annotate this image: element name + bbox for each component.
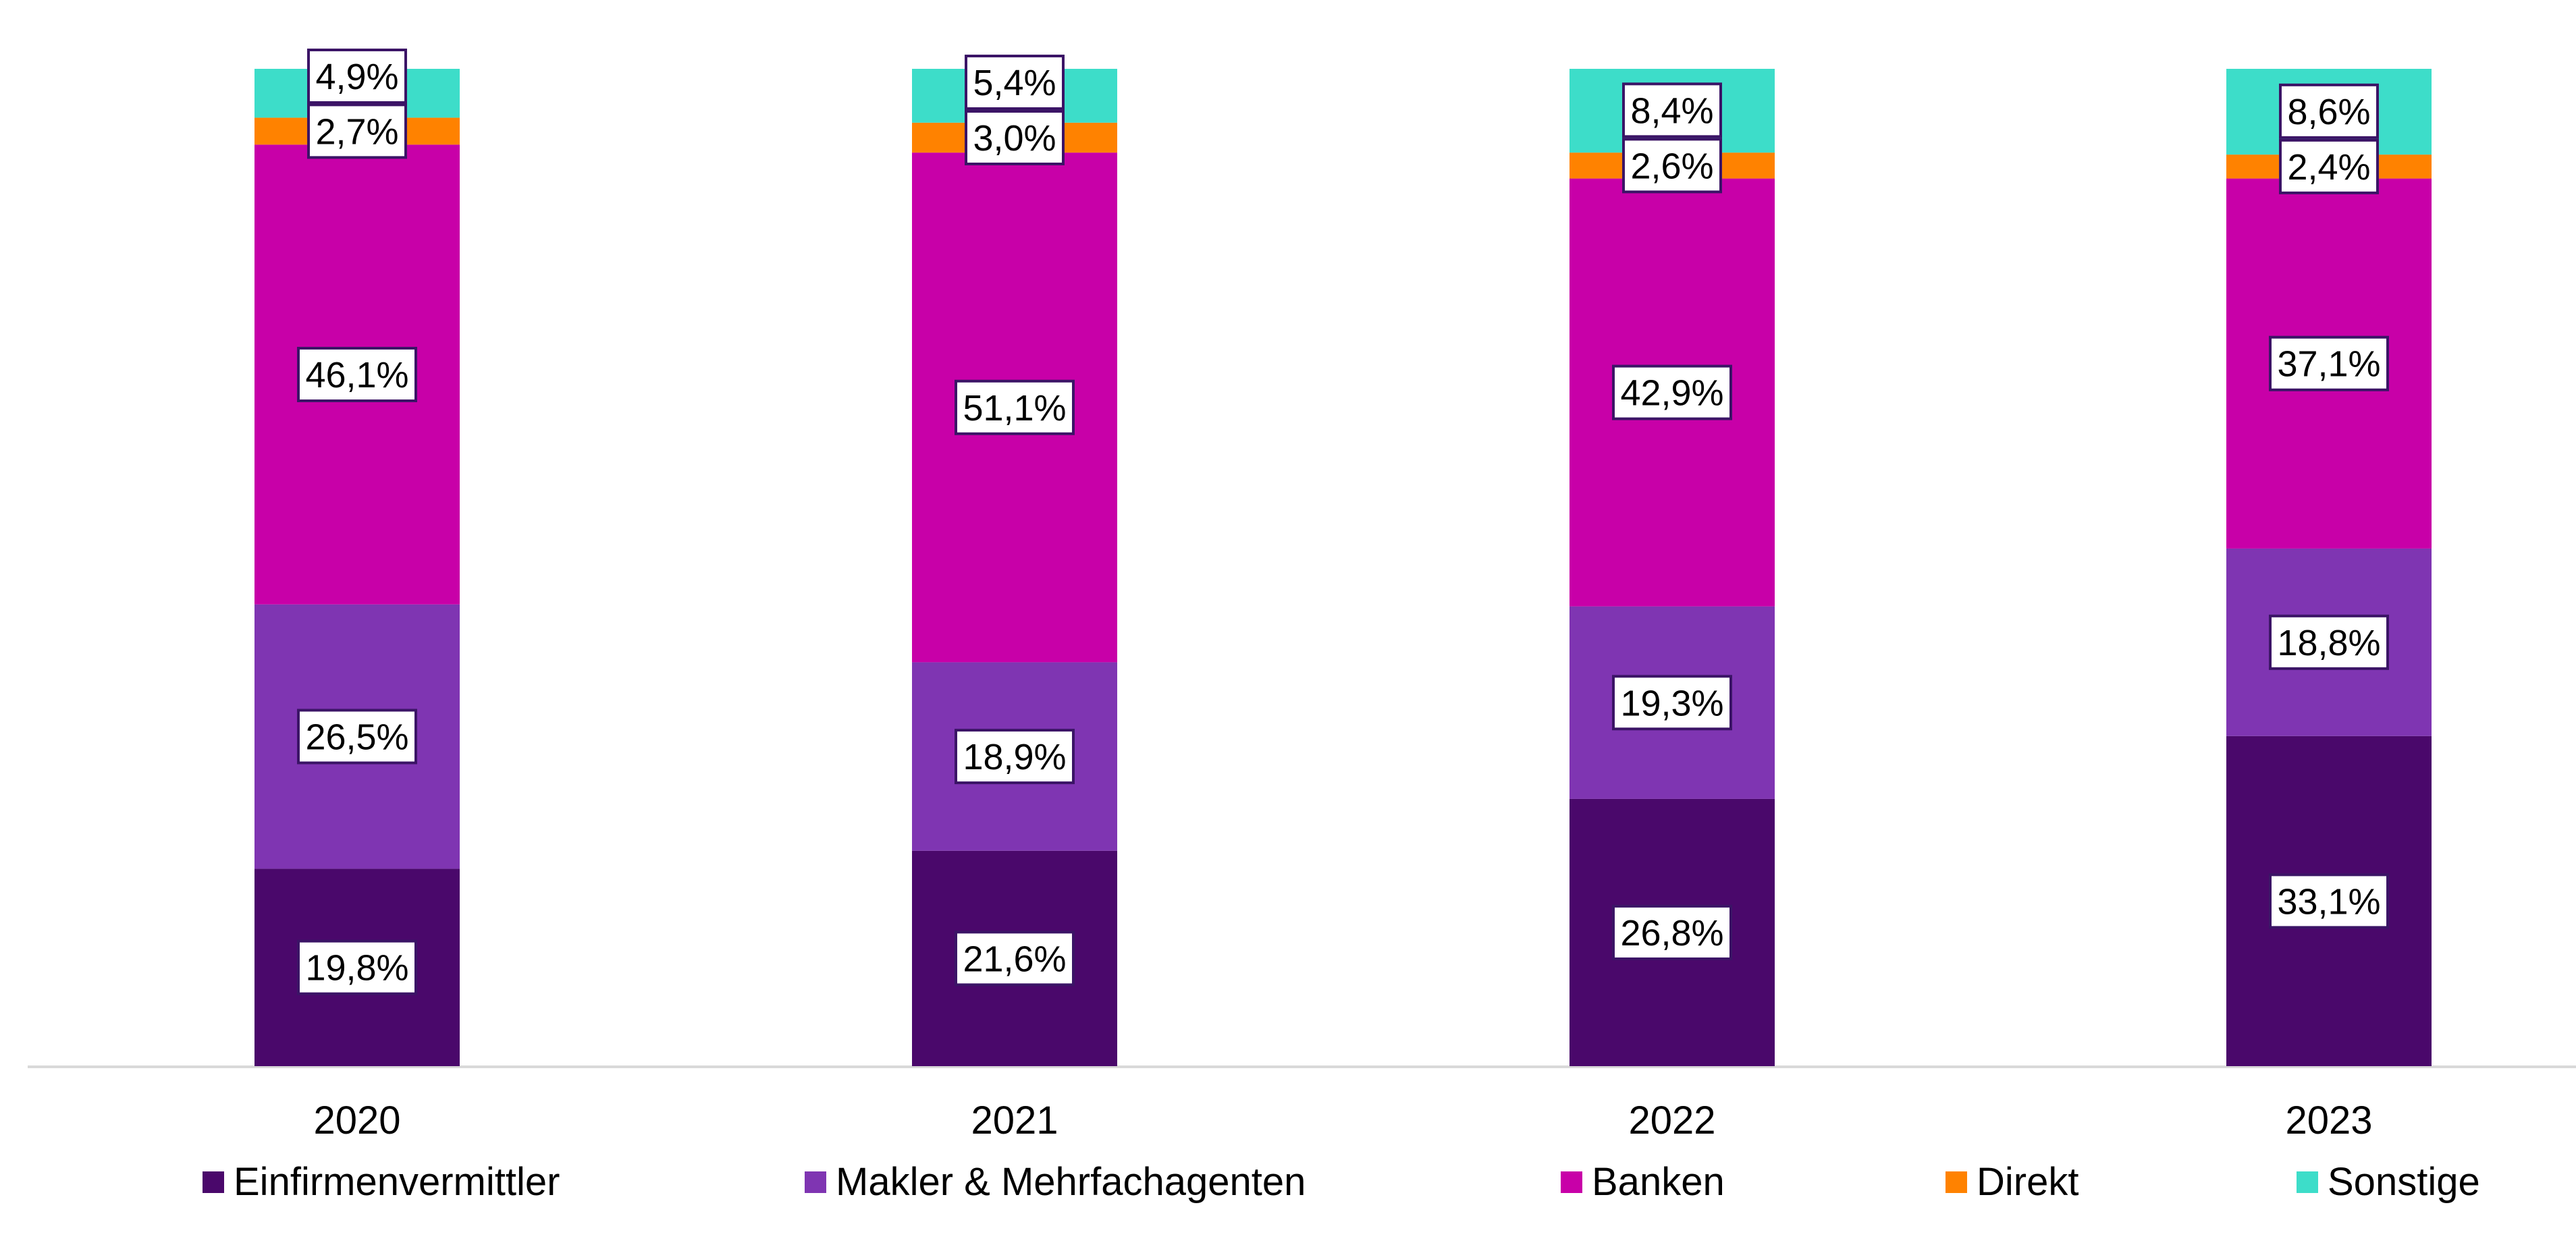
data-label-box bbox=[297, 709, 417, 765]
legend-item-makler-mehrfachagenten: Makler & Mehrfachagenten bbox=[805, 1159, 1306, 1204]
legend-item-sonstige: Sonstige bbox=[2297, 1159, 2480, 1204]
x-tick-label-2021: 2021 bbox=[971, 1099, 1058, 1142]
x-tick-label-2023: 2023 bbox=[2285, 1099, 2372, 1142]
legend-item-banken: Banken bbox=[1561, 1159, 1725, 1204]
x-tick-label-2020: 2020 bbox=[313, 1099, 400, 1142]
data-label-box bbox=[2269, 614, 2389, 670]
data-label-banken-2022: 42,9% bbox=[1620, 373, 1723, 414]
legend-label: Sonstige bbox=[2328, 1160, 2480, 1204]
data-label-box bbox=[2269, 335, 2389, 391]
data-label-box bbox=[297, 939, 417, 995]
data-label-einfirmenvermittler-2021: 21,6% bbox=[963, 939, 1066, 979]
data-label-direkt-2020: 2,7% bbox=[315, 111, 398, 152]
data-label-makler-mehrfachagenten-2021: 18,9% bbox=[963, 737, 1066, 777]
data-label-box bbox=[2269, 873, 2389, 929]
data-label-box bbox=[2279, 83, 2379, 139]
data-label-direkt-2021: 3,0% bbox=[973, 118, 1056, 159]
legend-label: Makler & Mehrfachagenten bbox=[836, 1160, 1306, 1204]
data-label-box bbox=[955, 931, 1075, 987]
data-label-makler-mehrfachagenten-2023: 18,8% bbox=[2277, 623, 2380, 663]
data-label-box bbox=[307, 49, 407, 104]
data-label-box bbox=[1612, 364, 1732, 420]
legend-swatch-icon bbox=[805, 1171, 826, 1193]
data-label-banken-2021: 51,1% bbox=[963, 388, 1066, 428]
stacked-bar-chart: 2020 2021 2022 2023 19,8% 26,5% 46,1% 2,7% 4,9% 2… bbox=[28, 49, 2576, 1142]
legend-label: Einfirmenvermittler bbox=[234, 1160, 560, 1204]
legend-label: Direkt bbox=[1977, 1160, 2079, 1204]
legend: Einfirmenvermittler Makler & Mehrfachagen… bbox=[0, 1159, 2576, 1213]
data-label-box bbox=[965, 109, 1065, 165]
legend-item-einfirmenvermittler: Einfirmenvermittler bbox=[203, 1159, 560, 1204]
data-label-box bbox=[955, 379, 1075, 435]
legend-swatch-icon bbox=[203, 1171, 224, 1193]
data-label-sonstige-2023: 8,6% bbox=[2287, 92, 2370, 132]
data-label-box bbox=[955, 729, 1075, 785]
data-label-makler-mehrfachagenten-2022: 19,3% bbox=[1620, 683, 1723, 723]
data-label-direkt-2023: 2,4% bbox=[2287, 147, 2370, 188]
data-label-direkt-2022: 2,6% bbox=[1630, 146, 1713, 186]
legend-label: Banken bbox=[1592, 1160, 1725, 1204]
data-label-einfirmenvermittler-2022: 26,8% bbox=[1620, 913, 1723, 953]
legend-item-direkt: Direkt bbox=[1946, 1159, 2078, 1204]
data-label-einfirmenvermittler-2023: 33,1% bbox=[2277, 881, 2380, 922]
data-label-banken-2020: 46,1% bbox=[305, 355, 408, 395]
data-label-box bbox=[297, 347, 417, 403]
data-label-box bbox=[2279, 138, 2379, 194]
legend-swatch-icon bbox=[2297, 1171, 2318, 1193]
x-tick-label-2022: 2022 bbox=[1628, 1099, 1715, 1142]
data-label-sonstige-2022: 8,4% bbox=[1630, 90, 1713, 131]
data-label-box bbox=[307, 103, 407, 159]
data-label-makler-mehrfachagenten-2020: 26,5% bbox=[305, 717, 408, 758]
data-label-box bbox=[1612, 904, 1732, 960]
data-label-box bbox=[965, 54, 1065, 110]
data-label-banken-2023: 37,1% bbox=[2277, 344, 2380, 385]
data-label-box bbox=[1622, 82, 1722, 138]
data-label-box bbox=[1622, 138, 1722, 194]
data-label-box bbox=[1612, 675, 1732, 731]
legend-swatch-icon bbox=[1561, 1171, 1582, 1193]
data-label-sonstige-2021: 5,4% bbox=[973, 63, 1056, 103]
legend-swatch-icon bbox=[1946, 1171, 1967, 1193]
data-label-einfirmenvermittler-2020: 19,8% bbox=[305, 948, 408, 989]
data-label-sonstige-2020: 4,9% bbox=[315, 57, 398, 97]
